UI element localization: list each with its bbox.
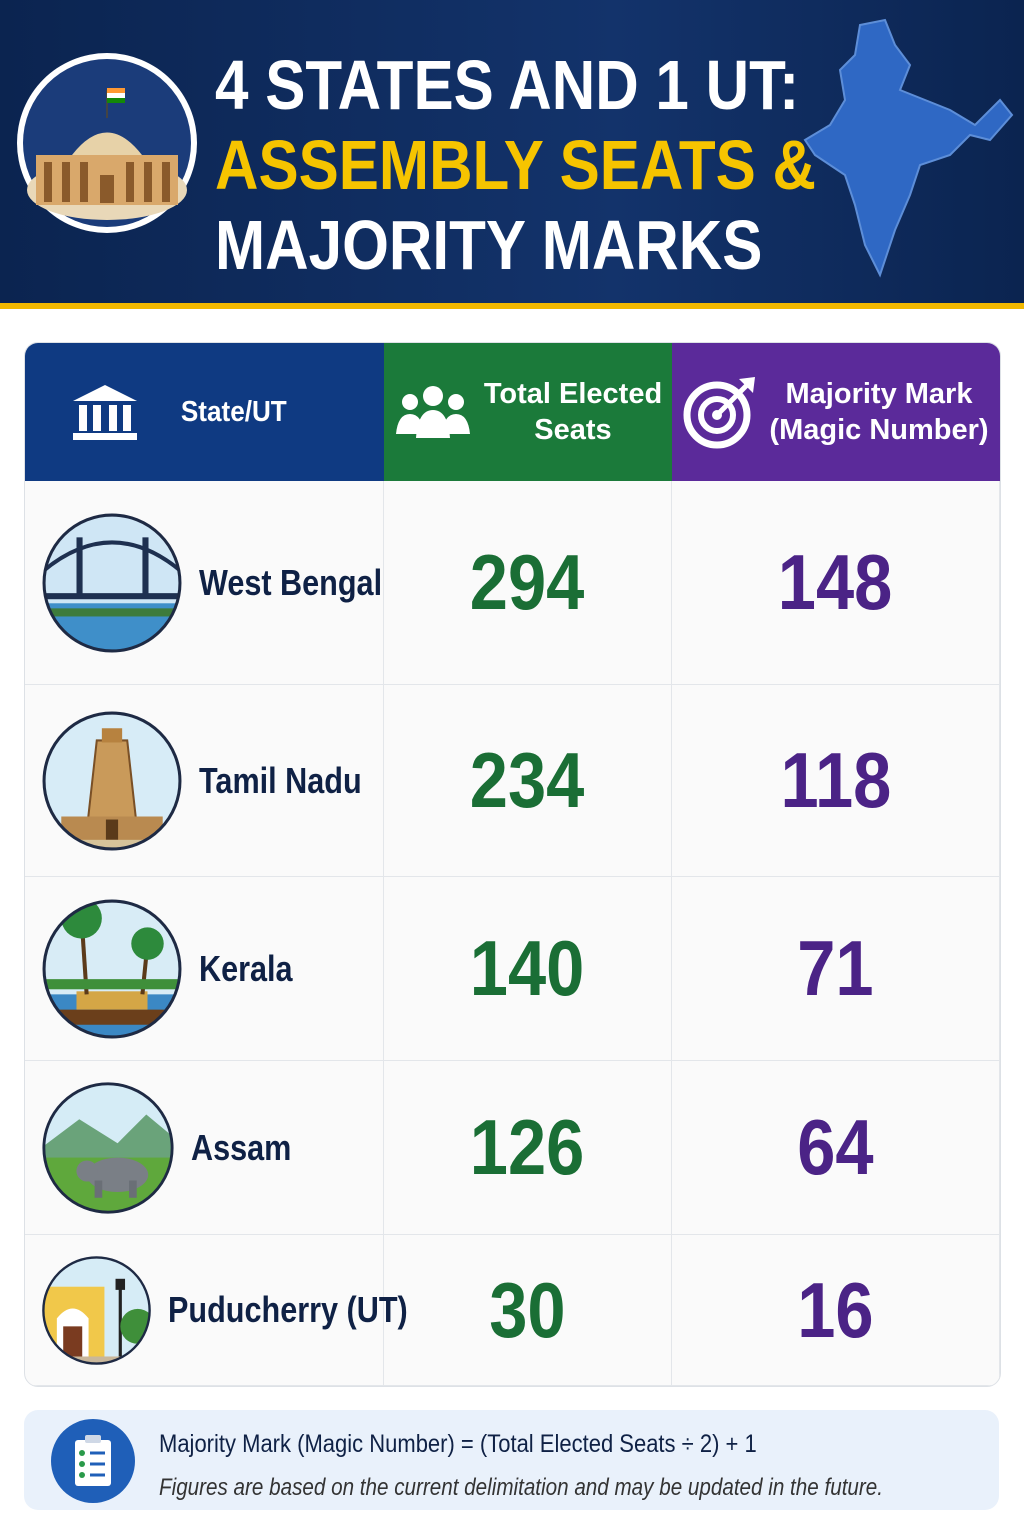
state-cell: Assam [25, 1061, 384, 1235]
seats-cell: 30 [384, 1235, 672, 1386]
header: 4 STATES AND 1 UT: ASSEMBLY SEATS & MAJO… [0, 0, 1024, 305]
footer: Majority Mark (Magic Number) = (Total El… [24, 1410, 999, 1510]
header-text: (Magic Number) [769, 414, 989, 446]
majority-cell: 118 [672, 685, 1000, 877]
header-text: Seats [534, 414, 612, 446]
seats-value: 234 [470, 736, 585, 824]
title-line: ASSEMBLY SEATS & [215, 126, 817, 204]
seats-cell: 234 [384, 685, 672, 877]
column-header: State/UT [25, 343, 384, 481]
seats-cell: 294 [384, 481, 672, 685]
state-illustration [42, 513, 182, 652]
header-text: State/UT [180, 396, 287, 428]
india-map [803, 18, 1014, 278]
seats-value: 126 [470, 1103, 585, 1191]
seats-cell: 140 [384, 877, 672, 1061]
header-text: Total Elected [483, 378, 663, 410]
majority-cell: 71 [672, 877, 1000, 1061]
majority-cell: 148 [672, 481, 1000, 685]
state-cell: Tamil Nadu [25, 685, 384, 877]
state-illustration [42, 899, 182, 1038]
majority-cell: 16 [672, 1235, 1000, 1386]
title-line: 4 STATES AND 1 UT: [215, 46, 800, 124]
majority-value: 64 [797, 1103, 874, 1191]
state-cell: Puducherry (UT) [25, 1235, 408, 1386]
divider [0, 303, 1024, 309]
state-name: Assam [191, 1126, 292, 1168]
table: State/UT Total Elected Seats Majority Mar… [24, 342, 1001, 1387]
target-icon [683, 377, 756, 449]
state-name: Puducherry (UT) [168, 1289, 408, 1330]
state-illustration [42, 1081, 174, 1214]
seats-value: 30 [489, 1265, 566, 1354]
majority-value: 16 [797, 1265, 874, 1354]
seats-cell: 126 [384, 1061, 672, 1235]
majority-value: 118 [780, 736, 891, 824]
column-header: Majority Mark (Magic Number) [672, 343, 1000, 481]
majority-cell: 64 [672, 1061, 1000, 1235]
clipboard-icon [51, 1419, 135, 1503]
seats-value: 294 [470, 538, 585, 626]
title-line: MAJORITY MARKS [215, 206, 763, 284]
state-name: Kerala [199, 947, 293, 989]
note: Figures are based on the current delimit… [159, 1474, 883, 1501]
state-cell: Kerala [25, 877, 384, 1061]
state-illustration [42, 711, 182, 850]
majority-value: 148 [778, 538, 893, 626]
state-cell: West Bengal [25, 481, 384, 685]
seats-value: 140 [470, 924, 585, 1012]
people-icon [395, 386, 470, 438]
state-name: Tamil Nadu [199, 759, 362, 801]
state-name: West Bengal [199, 561, 383, 603]
column-header: Total Elected Seats [384, 343, 672, 481]
formula: Majority Mark (Magic Number) = (Total El… [159, 1430, 757, 1458]
state-illustration [42, 1255, 151, 1365]
building-icon [73, 385, 137, 440]
header-text: Majority Mark [785, 378, 973, 410]
majority-value: 71 [797, 924, 874, 1012]
parliament-icon [17, 53, 197, 233]
